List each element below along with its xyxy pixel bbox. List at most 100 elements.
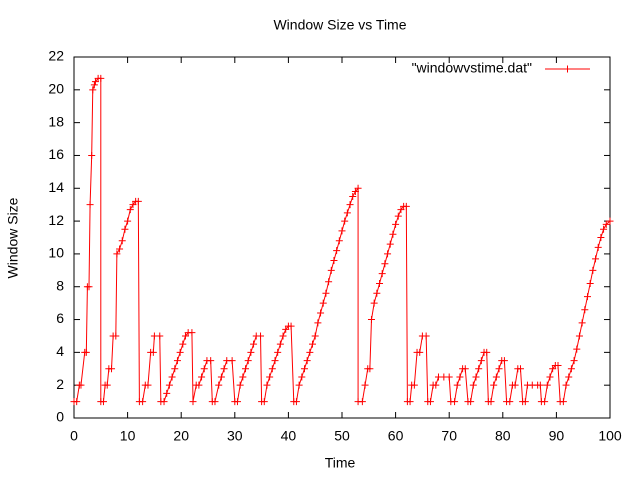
point — [257, 332, 265, 340]
point — [445, 373, 453, 381]
point — [279, 332, 287, 340]
point — [103, 381, 111, 389]
point — [317, 309, 325, 317]
point — [559, 398, 567, 406]
point — [322, 289, 330, 297]
y-tick-label: 18 — [48, 113, 64, 129]
point — [330, 256, 338, 264]
x-tick-label: 30 — [227, 428, 243, 444]
point — [536, 381, 544, 389]
point — [451, 398, 459, 406]
point — [303, 357, 311, 365]
point — [77, 381, 85, 389]
point — [306, 348, 314, 356]
point — [271, 357, 279, 365]
y-axis-label: Window Size — [5, 197, 21, 278]
point — [97, 74, 105, 82]
point — [565, 373, 573, 381]
point — [189, 398, 197, 406]
point — [113, 250, 121, 258]
point — [472, 373, 480, 381]
y-tick-label: 6 — [56, 310, 64, 326]
point — [573, 345, 581, 353]
point — [495, 365, 503, 373]
point — [327, 266, 335, 274]
point — [367, 316, 375, 324]
point — [176, 348, 184, 356]
point — [349, 192, 357, 200]
point — [200, 365, 208, 373]
point — [126, 206, 134, 214]
point — [592, 255, 600, 263]
point — [562, 381, 570, 389]
x-tick-label: 100 — [598, 428, 622, 444]
point — [319, 299, 327, 307]
point — [300, 365, 308, 373]
point — [361, 381, 369, 389]
point — [188, 329, 196, 337]
point — [287, 322, 295, 330]
point — [346, 201, 354, 209]
x-tick-label: 20 — [173, 428, 189, 444]
point — [160, 398, 168, 406]
point — [173, 357, 181, 365]
y-tick-label: 2 — [56, 376, 64, 392]
point — [575, 332, 583, 340]
point — [247, 348, 255, 356]
point — [543, 381, 551, 389]
legend-marker — [564, 65, 571, 73]
point — [195, 381, 203, 389]
y-tick-label: 16 — [48, 146, 64, 162]
point — [244, 357, 252, 365]
point — [215, 381, 223, 389]
point — [376, 279, 384, 287]
y-tick-label: 4 — [56, 343, 64, 359]
point — [314, 319, 322, 327]
y-tick-label: 12 — [48, 212, 64, 228]
point — [589, 266, 597, 274]
point — [341, 217, 349, 225]
point — [600, 225, 608, 233]
y-tick-label: 22 — [48, 48, 64, 64]
point — [276, 340, 284, 348]
point — [116, 245, 124, 253]
point — [295, 381, 303, 389]
point — [165, 381, 173, 389]
point — [233, 398, 241, 406]
point — [85, 283, 93, 291]
point — [410, 381, 418, 389]
point — [373, 289, 381, 297]
point — [292, 398, 300, 406]
x-tick-label: 80 — [495, 428, 511, 444]
point — [89, 86, 97, 94]
point — [86, 201, 94, 209]
point — [112, 332, 120, 340]
point — [82, 348, 90, 356]
point — [500, 357, 508, 365]
point — [490, 381, 498, 389]
point — [370, 299, 378, 307]
x-tick-label: 90 — [549, 428, 565, 444]
point — [198, 373, 206, 381]
point — [298, 373, 306, 381]
y-tick-label: 14 — [48, 179, 64, 195]
point — [581, 306, 589, 314]
point — [606, 217, 614, 225]
point — [228, 357, 236, 365]
point — [217, 373, 225, 381]
point — [432, 381, 440, 389]
point — [453, 381, 461, 389]
point — [88, 151, 96, 159]
point — [541, 398, 549, 406]
point — [358, 398, 366, 406]
x-tick-label: 40 — [281, 428, 297, 444]
point — [263, 381, 271, 389]
point — [456, 373, 464, 381]
point — [378, 270, 386, 278]
point — [274, 348, 282, 356]
point — [354, 184, 362, 192]
point — [477, 357, 485, 365]
point — [516, 365, 524, 373]
